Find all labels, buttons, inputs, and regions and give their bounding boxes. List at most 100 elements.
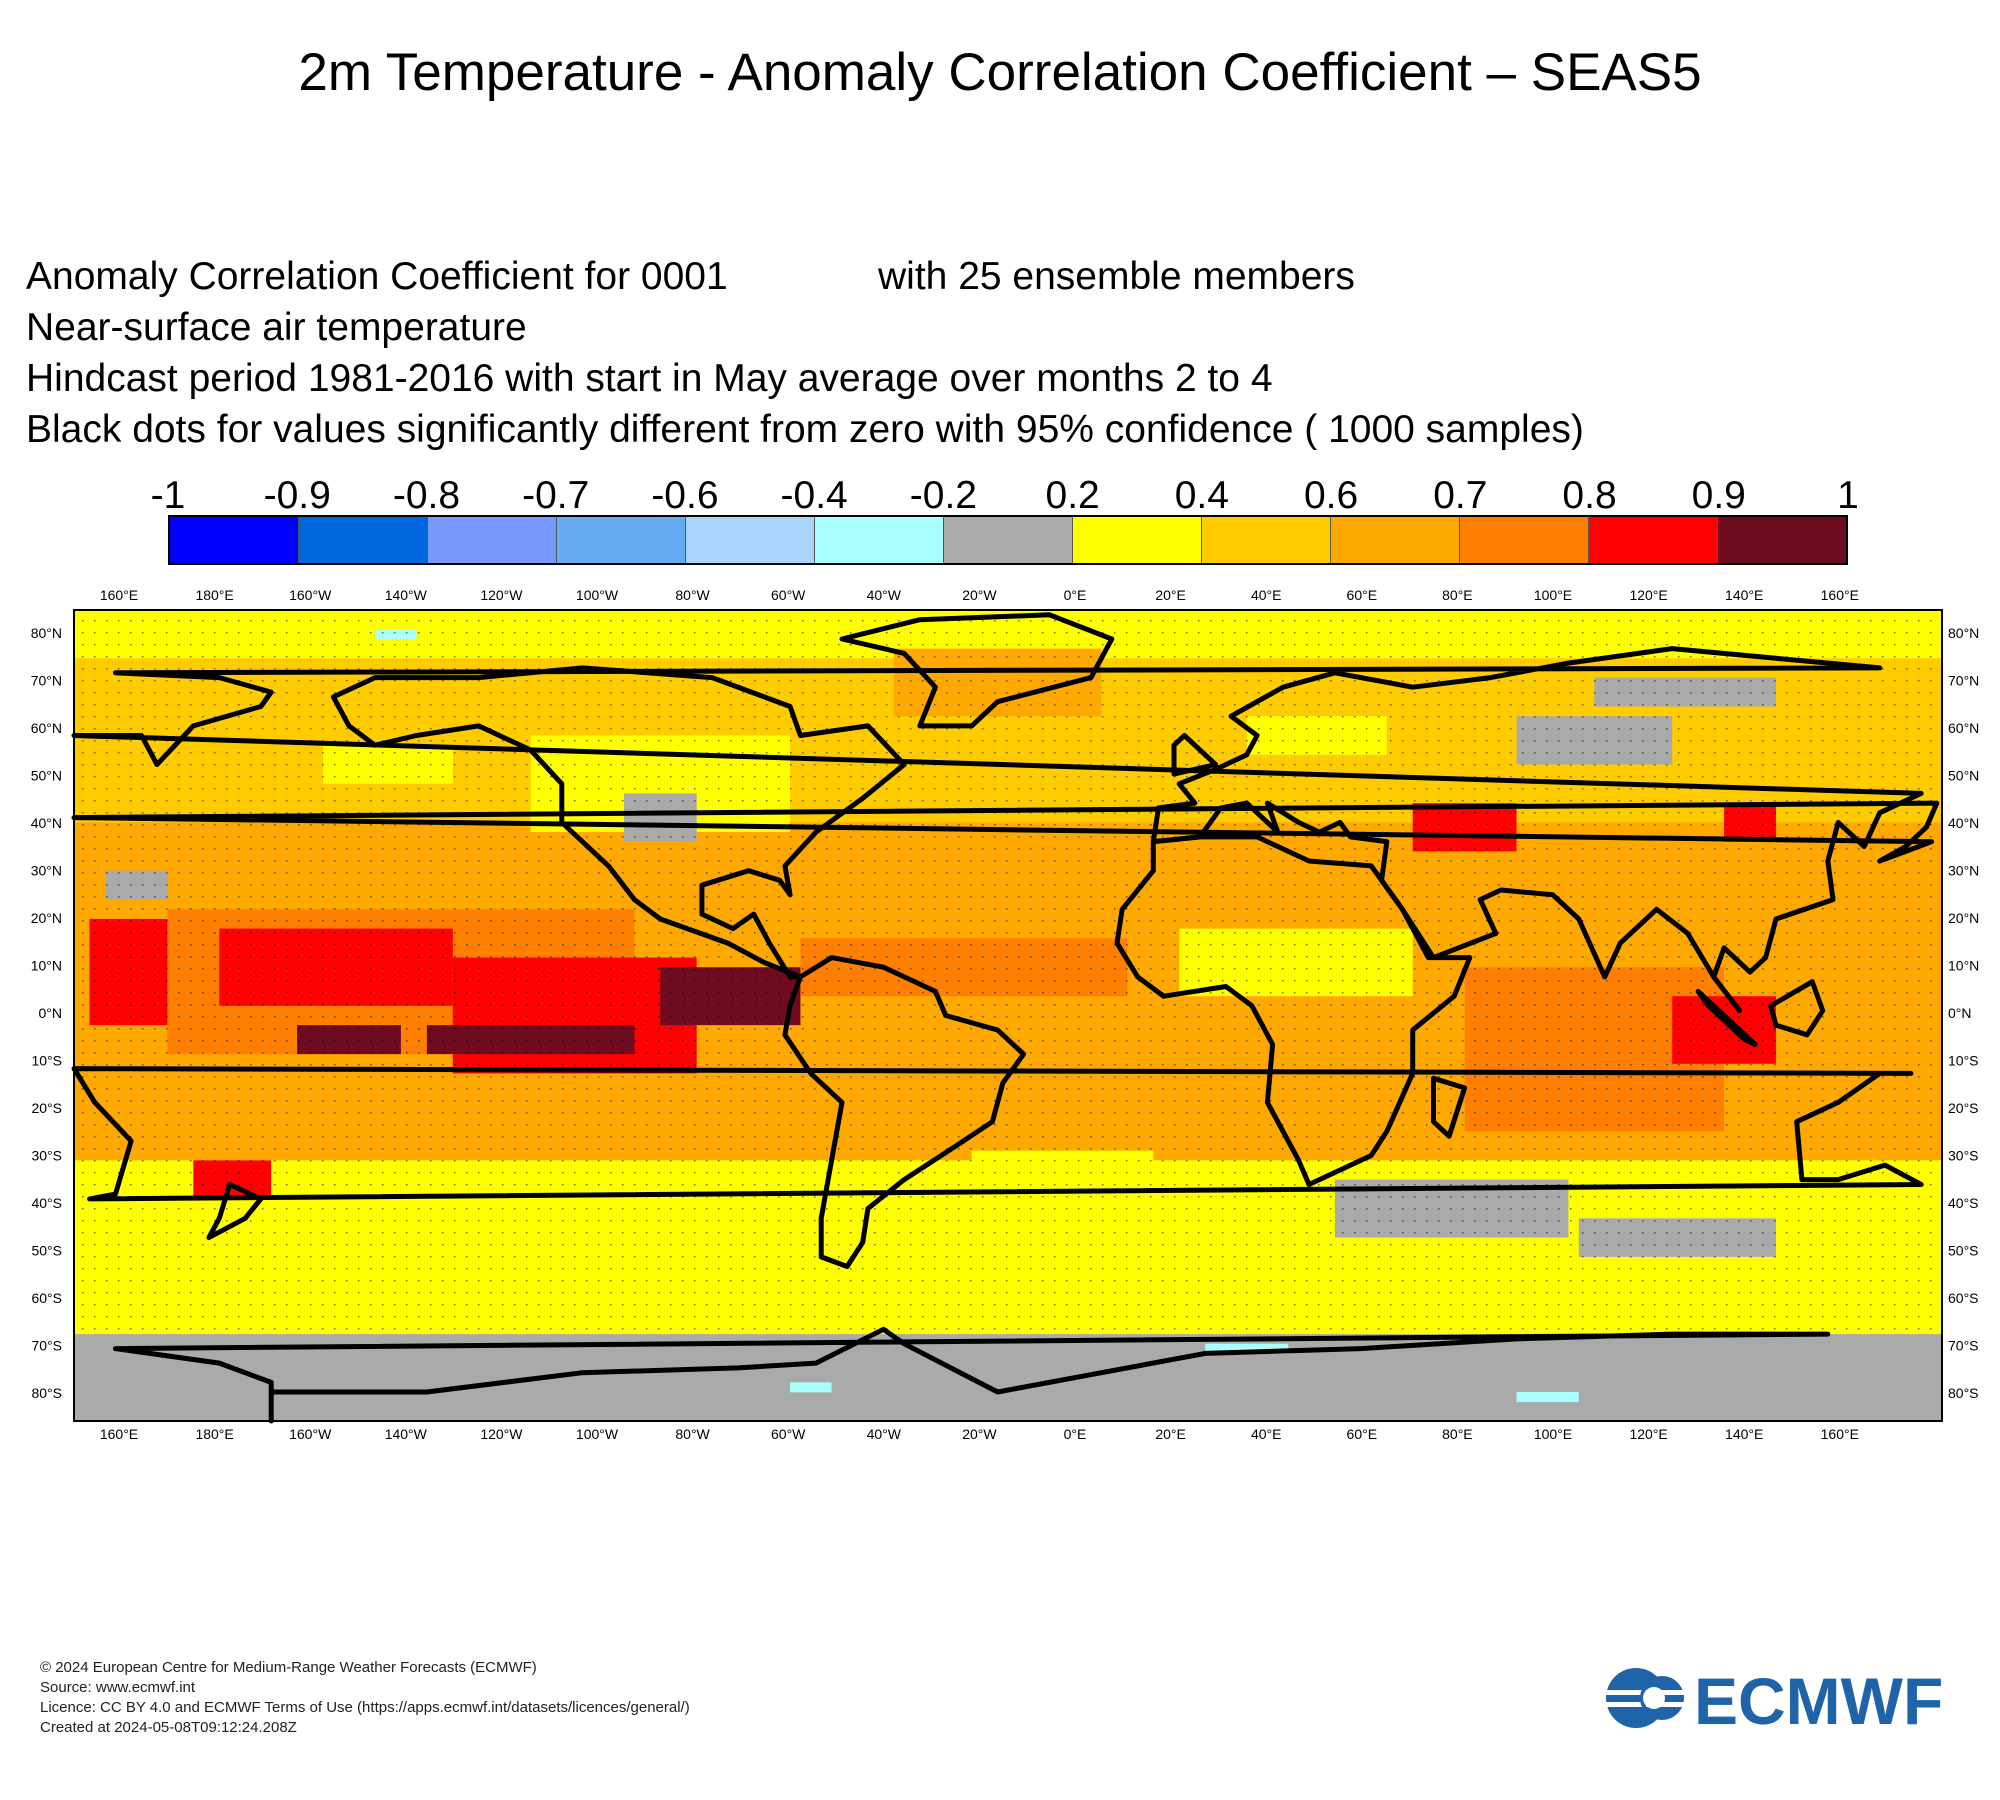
lon-label-top: 20°E xyxy=(1155,587,1186,603)
field-patch-north-siberia xyxy=(1594,677,1776,707)
lat-label-right: 50°N xyxy=(1948,768,1979,784)
lat-label-right: 10°N xyxy=(1948,958,1979,974)
colorbar-tick-label: 0.4 xyxy=(1174,474,1229,517)
header-line-hindcast: Hindcast period 1981-2016 with start in … xyxy=(26,357,1273,400)
field-patch-north-pacific xyxy=(323,745,453,784)
header-line-variable: Near-surface air temperature xyxy=(26,306,527,349)
field-patch-east-pacific xyxy=(452,957,697,1074)
map-frame xyxy=(73,609,1943,1422)
colorbar-segment xyxy=(944,517,1073,563)
lat-label-left: 0°N xyxy=(39,1005,63,1021)
lon-label-bottom: 140°W xyxy=(385,1426,428,1440)
footer-licence: Licence: CC BY 4.0 and ECMWF Terms of Us… xyxy=(40,1699,690,1716)
lon-label-bottom: 40°W xyxy=(867,1426,902,1440)
lon-label-bottom: 60°E xyxy=(1347,1426,1378,1440)
lat-label-right: 30°N xyxy=(1948,863,1979,879)
map-figure: 160°E 180°E 160°W 140°W 120°W 100°W 80°W 60°W 40… xyxy=(31,587,1980,1440)
field-spot-antarctic-lightblue-2 xyxy=(1516,1392,1579,1403)
colorbar-tick-label: -0.9 xyxy=(263,474,331,517)
colorbar-segment xyxy=(1073,517,1202,563)
colorbar-segment xyxy=(1718,517,1846,563)
colorbar-labels: -1 -0.9 -0.8 -0.7 -0.6 -0.4 -0.2 0.2 0.4 0.6 0.7 0.… xyxy=(151,474,1859,518)
lat-label-right: 70°N xyxy=(1948,673,1979,689)
ecmwf-logo-text: ECMWF xyxy=(1694,1664,1943,1738)
coast-australia xyxy=(71,1066,1924,1202)
ecmwf-logo-mark xyxy=(1606,1668,1686,1728)
lon-label-top: 140°W xyxy=(385,587,428,603)
lon-label-top: 120°W xyxy=(480,587,523,603)
field-spot-arctic-lightblue xyxy=(374,629,417,640)
lon-label-top: 160°E xyxy=(1821,587,1859,603)
colorbar xyxy=(168,515,1848,565)
footer-created: Created at 2024-05-08T09:12:24.208Z xyxy=(40,1719,297,1736)
lon-label-bottom: 100°E xyxy=(1534,1426,1572,1440)
lat-label-right: 30°S xyxy=(1948,1148,1979,1164)
lon-label-top: 20°W xyxy=(962,587,997,603)
colorbar-tick-label: 0.9 xyxy=(1691,474,1746,517)
field-patch-central-pacific xyxy=(219,928,453,1006)
colorbar-segment xyxy=(170,517,299,563)
lat-label-left: 10°N xyxy=(31,958,62,974)
lat-label-right: 40°S xyxy=(1948,1195,1979,1211)
lon-label-bottom: 20°W xyxy=(962,1426,997,1440)
lon-label-top: 0°E xyxy=(1064,587,1087,603)
footer: © 2024 European Centre for Medium-Range … xyxy=(40,1658,690,1738)
lat-label-left: 40°S xyxy=(31,1195,62,1211)
lon-label-top: 80°E xyxy=(1442,587,1473,603)
lon-label-bottom: 0°E xyxy=(1064,1426,1087,1440)
lon-label-top: 40°E xyxy=(1251,587,1282,603)
lon-label-bottom: 120°W xyxy=(480,1426,523,1440)
lat-label-left: 10°S xyxy=(31,1053,62,1069)
lat-label-left: 50°N xyxy=(31,768,62,784)
footer-copyright: © 2024 European Centre for Medium-Range … xyxy=(40,1659,537,1676)
lon-label-top: 40°W xyxy=(867,587,902,603)
lat-label-left: 60°N xyxy=(31,720,62,736)
colorbar-segment xyxy=(428,517,557,563)
field-patch-dateline-core xyxy=(426,1025,635,1055)
lat-labels-right: 80°N 70°N 60°N 50°N 40°N 30°N 20°N 10°N 0°N 10°S 2… xyxy=(1948,625,1979,1401)
lon-label-top: 100°W xyxy=(576,587,619,603)
colorbar-segment xyxy=(1202,517,1331,563)
field-patch-us-grey xyxy=(624,793,697,842)
lat-label-left: 40°N xyxy=(31,815,62,831)
coast-greenland xyxy=(839,612,1115,729)
lat-label-left: 60°S xyxy=(31,1290,62,1306)
lat-label-left: 80°S xyxy=(31,1385,62,1401)
lon-label-bottom: 160°W xyxy=(289,1426,332,1440)
field-patch-west-pacific xyxy=(89,918,168,1026)
lon-labels-top: 160°E 180°E 160°W 140°W 120°W 100°W 80°W 60°W 40… xyxy=(100,587,1859,603)
coast-eurasia xyxy=(71,646,1924,1014)
coast-madagascar xyxy=(1431,1075,1468,1139)
lon-label-bottom: 80°E xyxy=(1442,1426,1473,1440)
lon-label-top: 80°W xyxy=(675,587,710,603)
field-patch-sahel xyxy=(1179,928,1413,997)
field-patch-caspian xyxy=(1412,803,1517,852)
lat-label-right: 80°N xyxy=(1948,625,1979,641)
lat-label-right: 20°N xyxy=(1948,910,1979,926)
coast-africa xyxy=(1114,834,1473,1187)
chart-title: 2m Temperature - Anomaly Correlation Coe… xyxy=(298,43,1702,102)
lat-labels-left: 80°N 70°N 60°N 50°N 40°N 30°N 20°N 10°N 0°N 10°S 2… xyxy=(31,625,62,1401)
header-line-dots: Black dots for values significantly diff… xyxy=(26,408,1584,451)
coast-antarctica xyxy=(113,1326,1831,1424)
lat-label-right: 0°N xyxy=(1948,1005,1972,1021)
lon-label-top: 180°E xyxy=(195,587,233,603)
lon-label-bottom: 40°E xyxy=(1251,1426,1282,1440)
lat-label-right: 70°S xyxy=(1948,1338,1979,1354)
lat-label-right: 60°N xyxy=(1948,720,1979,736)
field-patch-tropical-atlantic xyxy=(800,938,1128,997)
colorbar-tick-label: -0.6 xyxy=(651,474,719,517)
lat-label-left: 70°N xyxy=(31,673,62,689)
field-patch-south-indian-grey-2 xyxy=(1578,1218,1776,1257)
lat-label-right: 60°S xyxy=(1948,1290,1979,1306)
colorbar-segment xyxy=(1331,517,1460,563)
lon-label-bottom: 180°E xyxy=(195,1426,233,1440)
field-patch-mongolia xyxy=(1724,803,1776,842)
field-spot-antarctic-lightblue-3 xyxy=(790,1382,832,1393)
coast-sumatra xyxy=(1695,988,1758,1047)
lon-label-top: 100°E xyxy=(1534,587,1572,603)
colorbar-tick-label: -0.7 xyxy=(522,474,590,517)
lon-label-bottom: 80°W xyxy=(675,1426,710,1440)
colorbar-segment xyxy=(299,517,428,563)
lat-label-left: 80°N xyxy=(31,625,62,641)
